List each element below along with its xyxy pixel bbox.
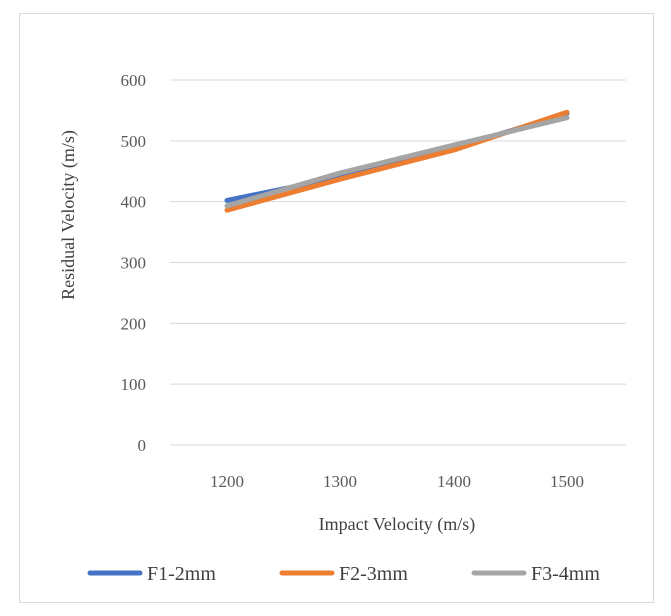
y-axis-title: Residual Velocity (m/s) [58,130,79,300]
legend-label-f3-4mm: F3-4mm [531,563,600,585]
legend: F1-2mm F2-3mm F3-4mm [87,563,600,585]
x-tick-label-1200: 1200 [210,472,244,491]
y-tick-label-100: 100 [121,375,147,394]
x-axis-title: Impact Velocity (m/s) [319,514,476,535]
legend-label-f1-2mm: F1-2mm [147,563,216,585]
y-tick-label-400: 400 [121,193,147,212]
y-tick-label-600: 600 [121,71,147,90]
series-lines [224,109,570,213]
gridlines [170,79,626,446]
y-tick-label-300: 300 [121,254,147,273]
x-tick-label-1300: 1300 [323,472,357,491]
y-tick-label-200: 200 [121,314,147,333]
x-tick-label-1400: 1400 [437,472,471,491]
y-tick-label-500: 500 [121,132,147,151]
series-line-f3-4mm [224,115,570,209]
chart-frame [19,13,654,603]
x-tick-labels: 1200 1300 1400 1500 [210,472,584,491]
legend-label-f2-3mm: F2-3mm [339,563,408,585]
y-tick-labels: 0 100 200 300 400 500 600 [121,71,147,455]
y-tick-label-0: 0 [138,436,147,455]
x-tick-label-1500: 1500 [550,472,584,491]
